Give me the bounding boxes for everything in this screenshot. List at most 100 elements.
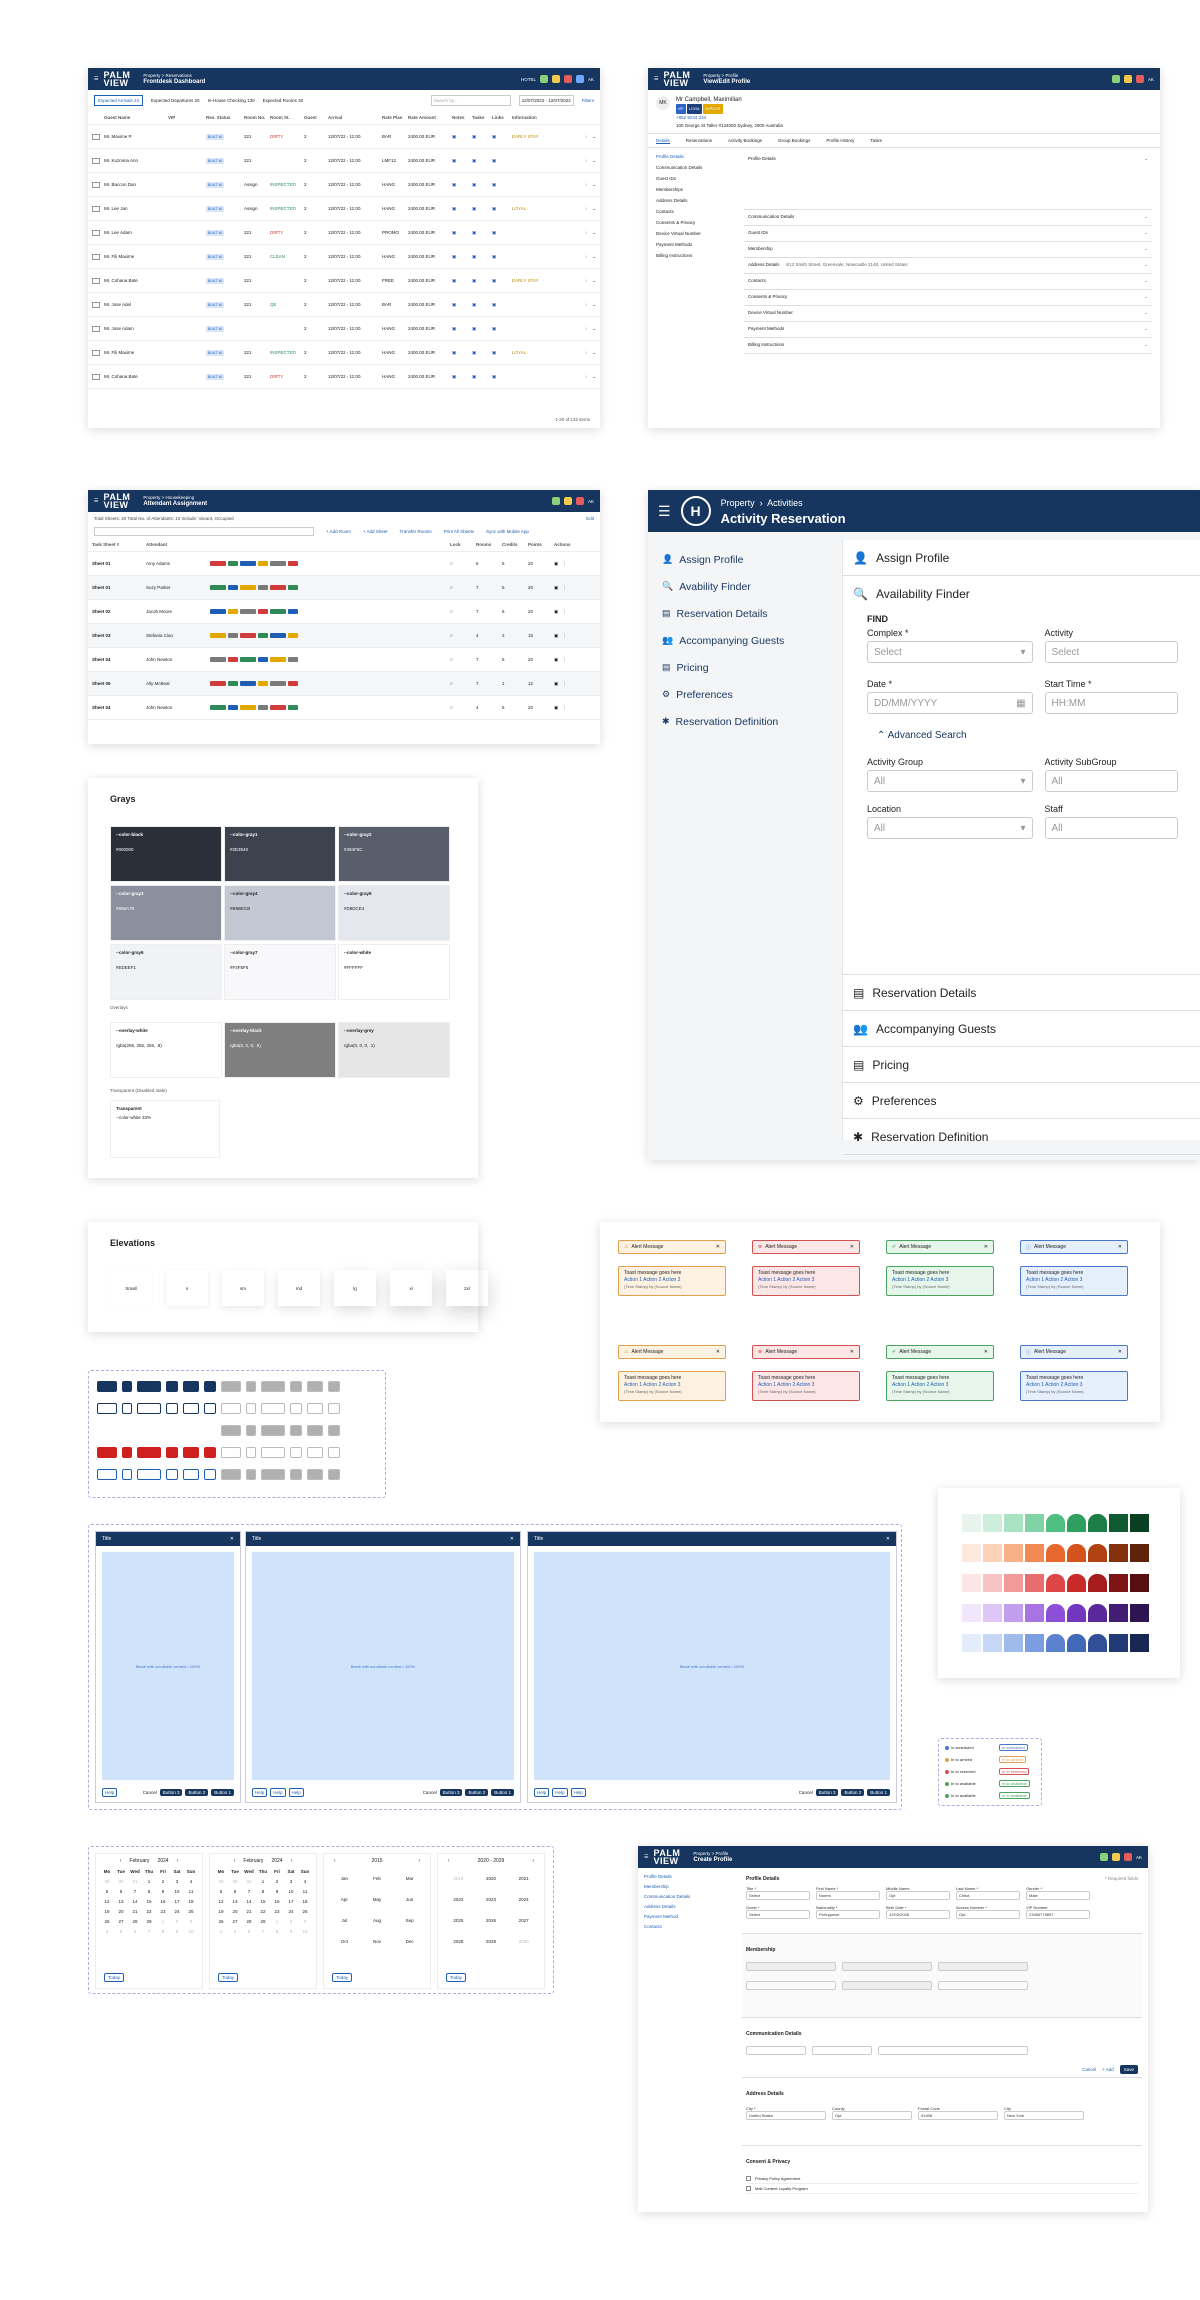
label-button[interactable]	[204, 1381, 216, 1392]
notes-icon[interactable]: ▣	[452, 373, 457, 379]
label-button[interactable]	[166, 1447, 178, 1458]
dialog-button[interactable]: Button 1	[491, 1788, 514, 1796]
close-icon[interactable]: ✕	[715, 1349, 720, 1355]
search-input[interactable]: Search by...	[430, 95, 511, 106]
day-cell[interactable]: 30	[232, 1879, 238, 1884]
table-row[interactable]: Sheet 02 Jacob Moore ○ 7 6 20 ▣ ⋮	[88, 600, 600, 624]
notes-icon[interactable]: ▣	[452, 349, 457, 355]
col-room[interactable]: Room No.	[244, 115, 266, 120]
side-link[interactable]: Contacts	[644, 1924, 662, 1929]
lock-icon[interactable]: ○	[450, 681, 453, 686]
room-number[interactable]: 321	[244, 302, 252, 307]
day-cell[interactable]: 30	[118, 1879, 124, 1884]
sheet-id[interactable]: Sheet 04	[92, 705, 111, 710]
today-button[interactable]: Today	[104, 1973, 125, 1982]
toast-actions[interactable]: Action 1 Action 2 Action 3	[758, 1382, 815, 1388]
day-cell[interactable]: 2	[289, 1919, 293, 1924]
day-cell[interactable]: 5	[119, 1929, 123, 1934]
comm-mode[interactable]	[746, 2046, 806, 2055]
notes-icon[interactable]: ▣	[452, 229, 457, 235]
profile-section[interactable]: Address Details 4/12 Smith Street, Greenv…	[744, 258, 1152, 274]
label-button[interactable]	[97, 1447, 117, 1458]
dialog-button[interactable]: Button 1	[867, 1788, 890, 1796]
links-icon[interactable]: ▣	[492, 373, 497, 379]
row-checkbox[interactable]	[92, 205, 100, 212]
menu-icon[interactable]: ☰	[94, 498, 99, 504]
label-button[interactable]	[137, 1403, 161, 1414]
room-chip[interactable]	[288, 681, 298, 686]
profile-section[interactable]: Communication Details ⌄	[744, 210, 1152, 226]
table-row[interactable]: Mr. Lee Jan BUILT IN Assign INSPECTED 2 12/07…	[88, 197, 600, 221]
chevron-down-icon[interactable]: ⌄	[1144, 278, 1148, 283]
chat-icon[interactable]: ▣	[554, 632, 559, 638]
period-label[interactable]: 2020 - 2029	[477, 1858, 505, 1864]
chevron-down-icon[interactable]: ⌄	[592, 301, 596, 307]
edit-button[interactable]: Edit	[586, 516, 594, 521]
membership-field[interactable]	[938, 1981, 1028, 1990]
sheet-id[interactable]: Sheet 03	[92, 633, 111, 638]
filter-departures[interactable]: Expected Departures 20	[151, 98, 200, 103]
menu-icon[interactable]: ☰	[644, 1854, 649, 1860]
chevron-down-icon[interactable]: ⌄	[1144, 326, 1148, 331]
room-chip[interactable]	[270, 633, 286, 638]
day-cell[interactable]: 16	[160, 1899, 166, 1904]
bell-icon[interactable]	[551, 75, 560, 83]
status-icon[interactable]	[539, 75, 548, 83]
lock-icon[interactable]: ○	[450, 585, 453, 590]
room-chip[interactable]	[258, 657, 268, 662]
day-cell[interactable]: 25	[188, 1909, 194, 1914]
guest-name[interactable]: Mr. Jose Adam	[104, 326, 134, 331]
chat-icon[interactable]: ▣	[554, 704, 559, 710]
chevron-down-icon[interactable]: ⌄	[592, 205, 596, 211]
chevron-down-icon[interactable]: ⌄	[1144, 262, 1148, 267]
period-cell[interactable]: Oct	[340, 1939, 348, 1944]
col-guest[interactable]: Guest Name	[104, 115, 131, 120]
label-button[interactable]	[137, 1447, 161, 1458]
side-link[interactable]: Payment Methods	[656, 242, 693, 247]
field-input[interactable]: Opt	[832, 2111, 912, 2120]
day-cell[interactable]: 8	[261, 1889, 265, 1894]
label-button[interactable]	[122, 1381, 132, 1392]
tasks-icon[interactable]: ▣	[472, 205, 477, 211]
label-button[interactable]	[137, 1381, 161, 1392]
day-cell[interactable]: 6	[119, 1889, 123, 1894]
chevron-down-icon[interactable]: ⌄	[592, 133, 596, 139]
location-select[interactable]: All ▾	[867, 817, 1033, 839]
period-cell[interactable]: 2025	[453, 1918, 464, 1923]
more-icon[interactable]: ⋮	[562, 584, 567, 590]
toast-actions[interactable]: Action 1 Action 2 Action 3	[892, 1277, 949, 1283]
day-cell[interactable]: 3	[289, 1879, 293, 1884]
date-range[interactable]: 12/07/2022 - 12/07/2022	[518, 95, 574, 106]
notes-icon[interactable]: ▣	[452, 181, 457, 187]
notes-icon[interactable]: ▣	[452, 277, 457, 283]
row-checkbox[interactable]	[92, 277, 100, 284]
membership-field[interactable]	[746, 1981, 836, 1990]
attendant-name[interactable]: Stefania Ciao	[146, 633, 174, 638]
room-chip[interactable]	[210, 609, 226, 614]
day-cell[interactable]: 16	[274, 1899, 280, 1904]
more-icon[interactable]: ⋮	[583, 373, 589, 379]
day-cell[interactable]: 31	[246, 1879, 252, 1884]
room-chip[interactable]	[288, 633, 298, 638]
notes-icon[interactable]: ▣	[452, 325, 457, 331]
day-cell[interactable]: 29	[260, 1919, 266, 1924]
room-chip[interactable]	[228, 705, 238, 710]
table-row[interactable]: Mr. Baccon Dan BUILT IN Assign INSPECTED 2 12…	[88, 173, 600, 197]
today-button[interactable]: Today	[218, 1973, 239, 1982]
sheet-id[interactable]: Sheet 01	[92, 561, 111, 566]
notes-icon[interactable]: ▣	[452, 205, 457, 211]
tasks-icon[interactable]: ▣	[472, 181, 477, 187]
day-cell[interactable]: 8	[147, 1889, 151, 1894]
day-cell[interactable]: 7	[247, 1889, 251, 1894]
chat-icon[interactable]: ▣	[554, 656, 559, 662]
prev-month-icon[interactable]: ‹	[233, 1858, 236, 1864]
period-cell[interactable]: 2027	[518, 1918, 529, 1923]
day-cell[interactable]: 13	[232, 1899, 238, 1904]
sheet-id[interactable]: Sheet 04	[92, 657, 111, 662]
alert-icon[interactable]	[575, 497, 584, 505]
complex-select[interactable]: Select ▾	[867, 641, 1033, 663]
side-link[interactable]: Payment Method	[644, 1914, 679, 1919]
room-chip[interactable]	[270, 585, 286, 590]
links-icon[interactable]: ▣	[492, 205, 497, 211]
day-cell[interactable]: 9	[289, 1929, 293, 1934]
